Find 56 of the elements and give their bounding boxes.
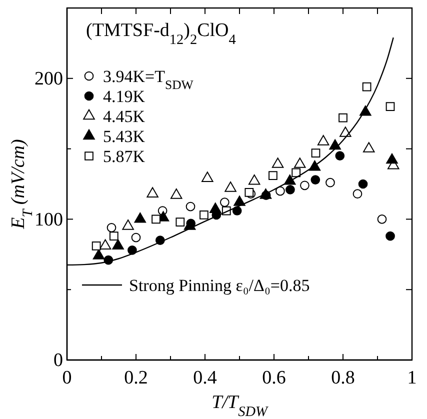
y-tick-label: 200 <box>34 68 63 90</box>
point <box>152 214 160 224</box>
point <box>272 158 284 168</box>
point <box>134 212 146 223</box>
point <box>363 142 375 152</box>
point <box>300 180 310 190</box>
point <box>335 151 345 161</box>
point <box>234 196 246 206</box>
point <box>202 172 214 182</box>
point <box>276 186 285 196</box>
x-tick-label: 1 <box>407 367 417 388</box>
point <box>109 232 118 241</box>
point <box>268 171 278 180</box>
legend-label: 5.43K <box>103 127 146 146</box>
point <box>386 153 398 164</box>
point <box>92 249 105 260</box>
point <box>386 231 395 241</box>
point <box>186 202 196 212</box>
point <box>131 232 141 242</box>
point <box>209 202 222 213</box>
legend-label: Strong Pinning ε₀/Δ₀=0.85 <box>129 276 310 295</box>
point <box>311 148 320 158</box>
legend-label: 5.87K <box>103 147 146 166</box>
x-tick-label: 0.6 <box>262 367 286 388</box>
point <box>386 102 395 111</box>
x-axis-title: T/T$_{SDW}$ <box>212 392 268 419</box>
point <box>220 198 230 207</box>
point <box>99 239 112 250</box>
x-tick-label: 0.8 <box>331 367 355 388</box>
point <box>352 189 362 199</box>
point <box>170 188 182 199</box>
x-tick-label: 0.4 <box>193 367 218 388</box>
point <box>294 158 306 168</box>
point <box>317 135 330 146</box>
point <box>377 214 387 224</box>
point <box>92 242 101 250</box>
point <box>146 187 158 198</box>
point <box>286 184 295 194</box>
annotation: (TMTSF-d$_{12}$)$_{2}$ClO$_{4}$ <box>86 20 236 48</box>
point <box>106 222 116 232</box>
point <box>224 182 236 192</box>
point <box>176 218 185 226</box>
legend-label: 4.45K <box>103 107 146 126</box>
y-tick-label: 0 <box>54 350 63 372</box>
point <box>362 82 372 92</box>
point <box>112 239 124 250</box>
point <box>292 168 301 178</box>
y-tick-label: 100 <box>34 209 63 230</box>
point <box>200 210 208 220</box>
point <box>310 175 320 184</box>
point <box>122 220 134 230</box>
point <box>248 174 260 185</box>
point <box>326 178 335 188</box>
x-tick-label: 0.2 <box>124 367 148 388</box>
point <box>338 113 348 122</box>
point <box>358 179 368 189</box>
